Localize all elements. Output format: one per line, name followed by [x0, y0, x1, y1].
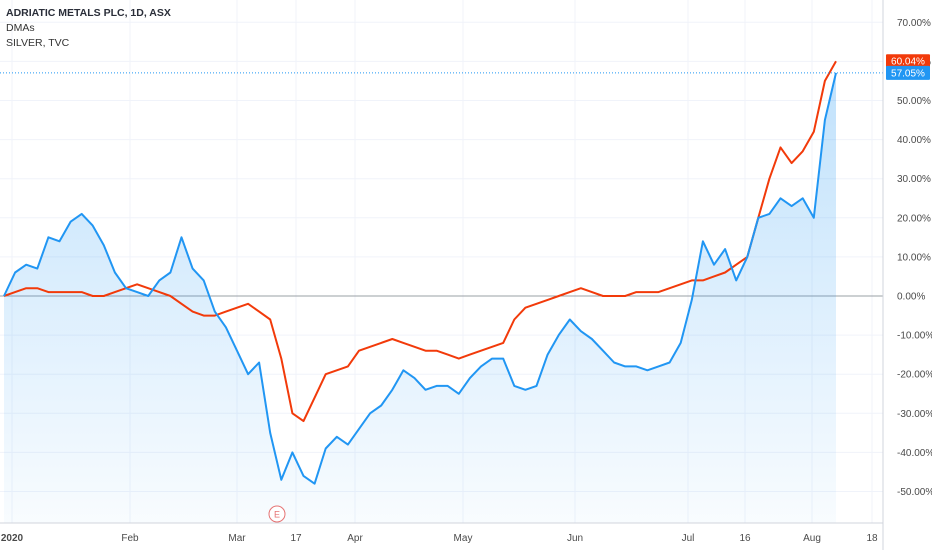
- x-tick-label: Jun: [567, 533, 583, 544]
- x-tick-label: Mar: [228, 533, 246, 544]
- x-tick-label: Apr: [347, 533, 363, 544]
- y-tick-label: 0.00%: [897, 292, 925, 303]
- y-tick-label: 70.00%: [897, 18, 931, 29]
- earnings-marker[interactable]: E: [268, 505, 286, 523]
- x-tick-label: 16: [739, 533, 751, 544]
- y-tick-label: 40.00%: [897, 135, 931, 146]
- last-value-label: 60.04%: [891, 57, 925, 68]
- y-tick-label: -10.00%: [897, 331, 932, 342]
- legend-indicator[interactable]: DMAs: [6, 22, 35, 34]
- legend-compare-symbol[interactable]: SILVER, TVC: [6, 37, 70, 49]
- x-tick-label: 2020: [1, 533, 24, 544]
- y-tick-label: 50.00%: [897, 96, 931, 107]
- x-tick-label: 18: [866, 533, 878, 544]
- y-tick-label: -30.00%: [897, 409, 932, 420]
- y-tick-label: -20.00%: [897, 370, 932, 381]
- earnings-marker-label: E: [274, 510, 280, 520]
- x-tick-label: Feb: [121, 533, 139, 544]
- y-tick-label: -40.00%: [897, 448, 932, 459]
- adriatic-area: [4, 72, 836, 524]
- y-tick-label: 20.00%: [897, 213, 931, 224]
- adriatic-series-line: [3, 72, 837, 485]
- earnings-marker-circle: [268, 505, 286, 523]
- silver-series-line: [3, 60, 837, 423]
- y-tick-label: -50.00%: [897, 487, 932, 498]
- legend-symbol[interactable]: ADRIATIC METALS PLC, 1D, ASX: [6, 7, 171, 19]
- x-tick-label: Jul: [682, 533, 695, 544]
- y-tick-label: 10.00%: [897, 252, 931, 263]
- last-value-badge: [886, 54, 930, 69]
- chart-legend: ADRIATIC METALS PLC, 1D, ASX DMAs SILVER…: [6, 6, 171, 51]
- x-tick-label: 17: [290, 533, 302, 544]
- y-tick-label: 30.00%: [897, 174, 931, 185]
- last-value-badge: [886, 65, 930, 80]
- x-tick-label: Aug: [803, 533, 821, 544]
- x-tick-label: May: [454, 533, 473, 544]
- last-value-label: 57.05%: [891, 68, 925, 79]
